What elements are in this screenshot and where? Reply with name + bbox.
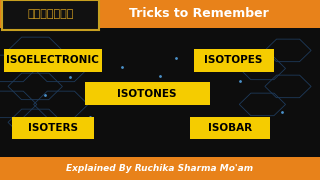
Text: ISOELECTRONIC: ISOELECTRONIC	[6, 55, 99, 65]
FancyBboxPatch shape	[194, 49, 274, 71]
FancyBboxPatch shape	[4, 49, 102, 71]
FancyBboxPatch shape	[12, 117, 94, 139]
FancyBboxPatch shape	[2, 0, 99, 30]
Text: रसायनम्: रसायनम्	[27, 9, 74, 19]
Text: ISOBAR: ISOBAR	[208, 123, 252, 133]
Text: ISOTERS: ISOTERS	[28, 123, 78, 133]
Text: ISOTONES: ISOTONES	[117, 89, 177, 99]
FancyBboxPatch shape	[85, 82, 210, 105]
Bar	[0, 0, 320, 28]
Text: Explained By Ruchika Sharma Mo'am: Explained By Ruchika Sharma Mo'am	[67, 164, 253, 173]
FancyBboxPatch shape	[190, 117, 270, 139]
Text: Tricks to Remember: Tricks to Remember	[129, 7, 268, 21]
Text: ISOTOPES: ISOTOPES	[204, 55, 263, 65]
Bar	[0, 157, 320, 180]
